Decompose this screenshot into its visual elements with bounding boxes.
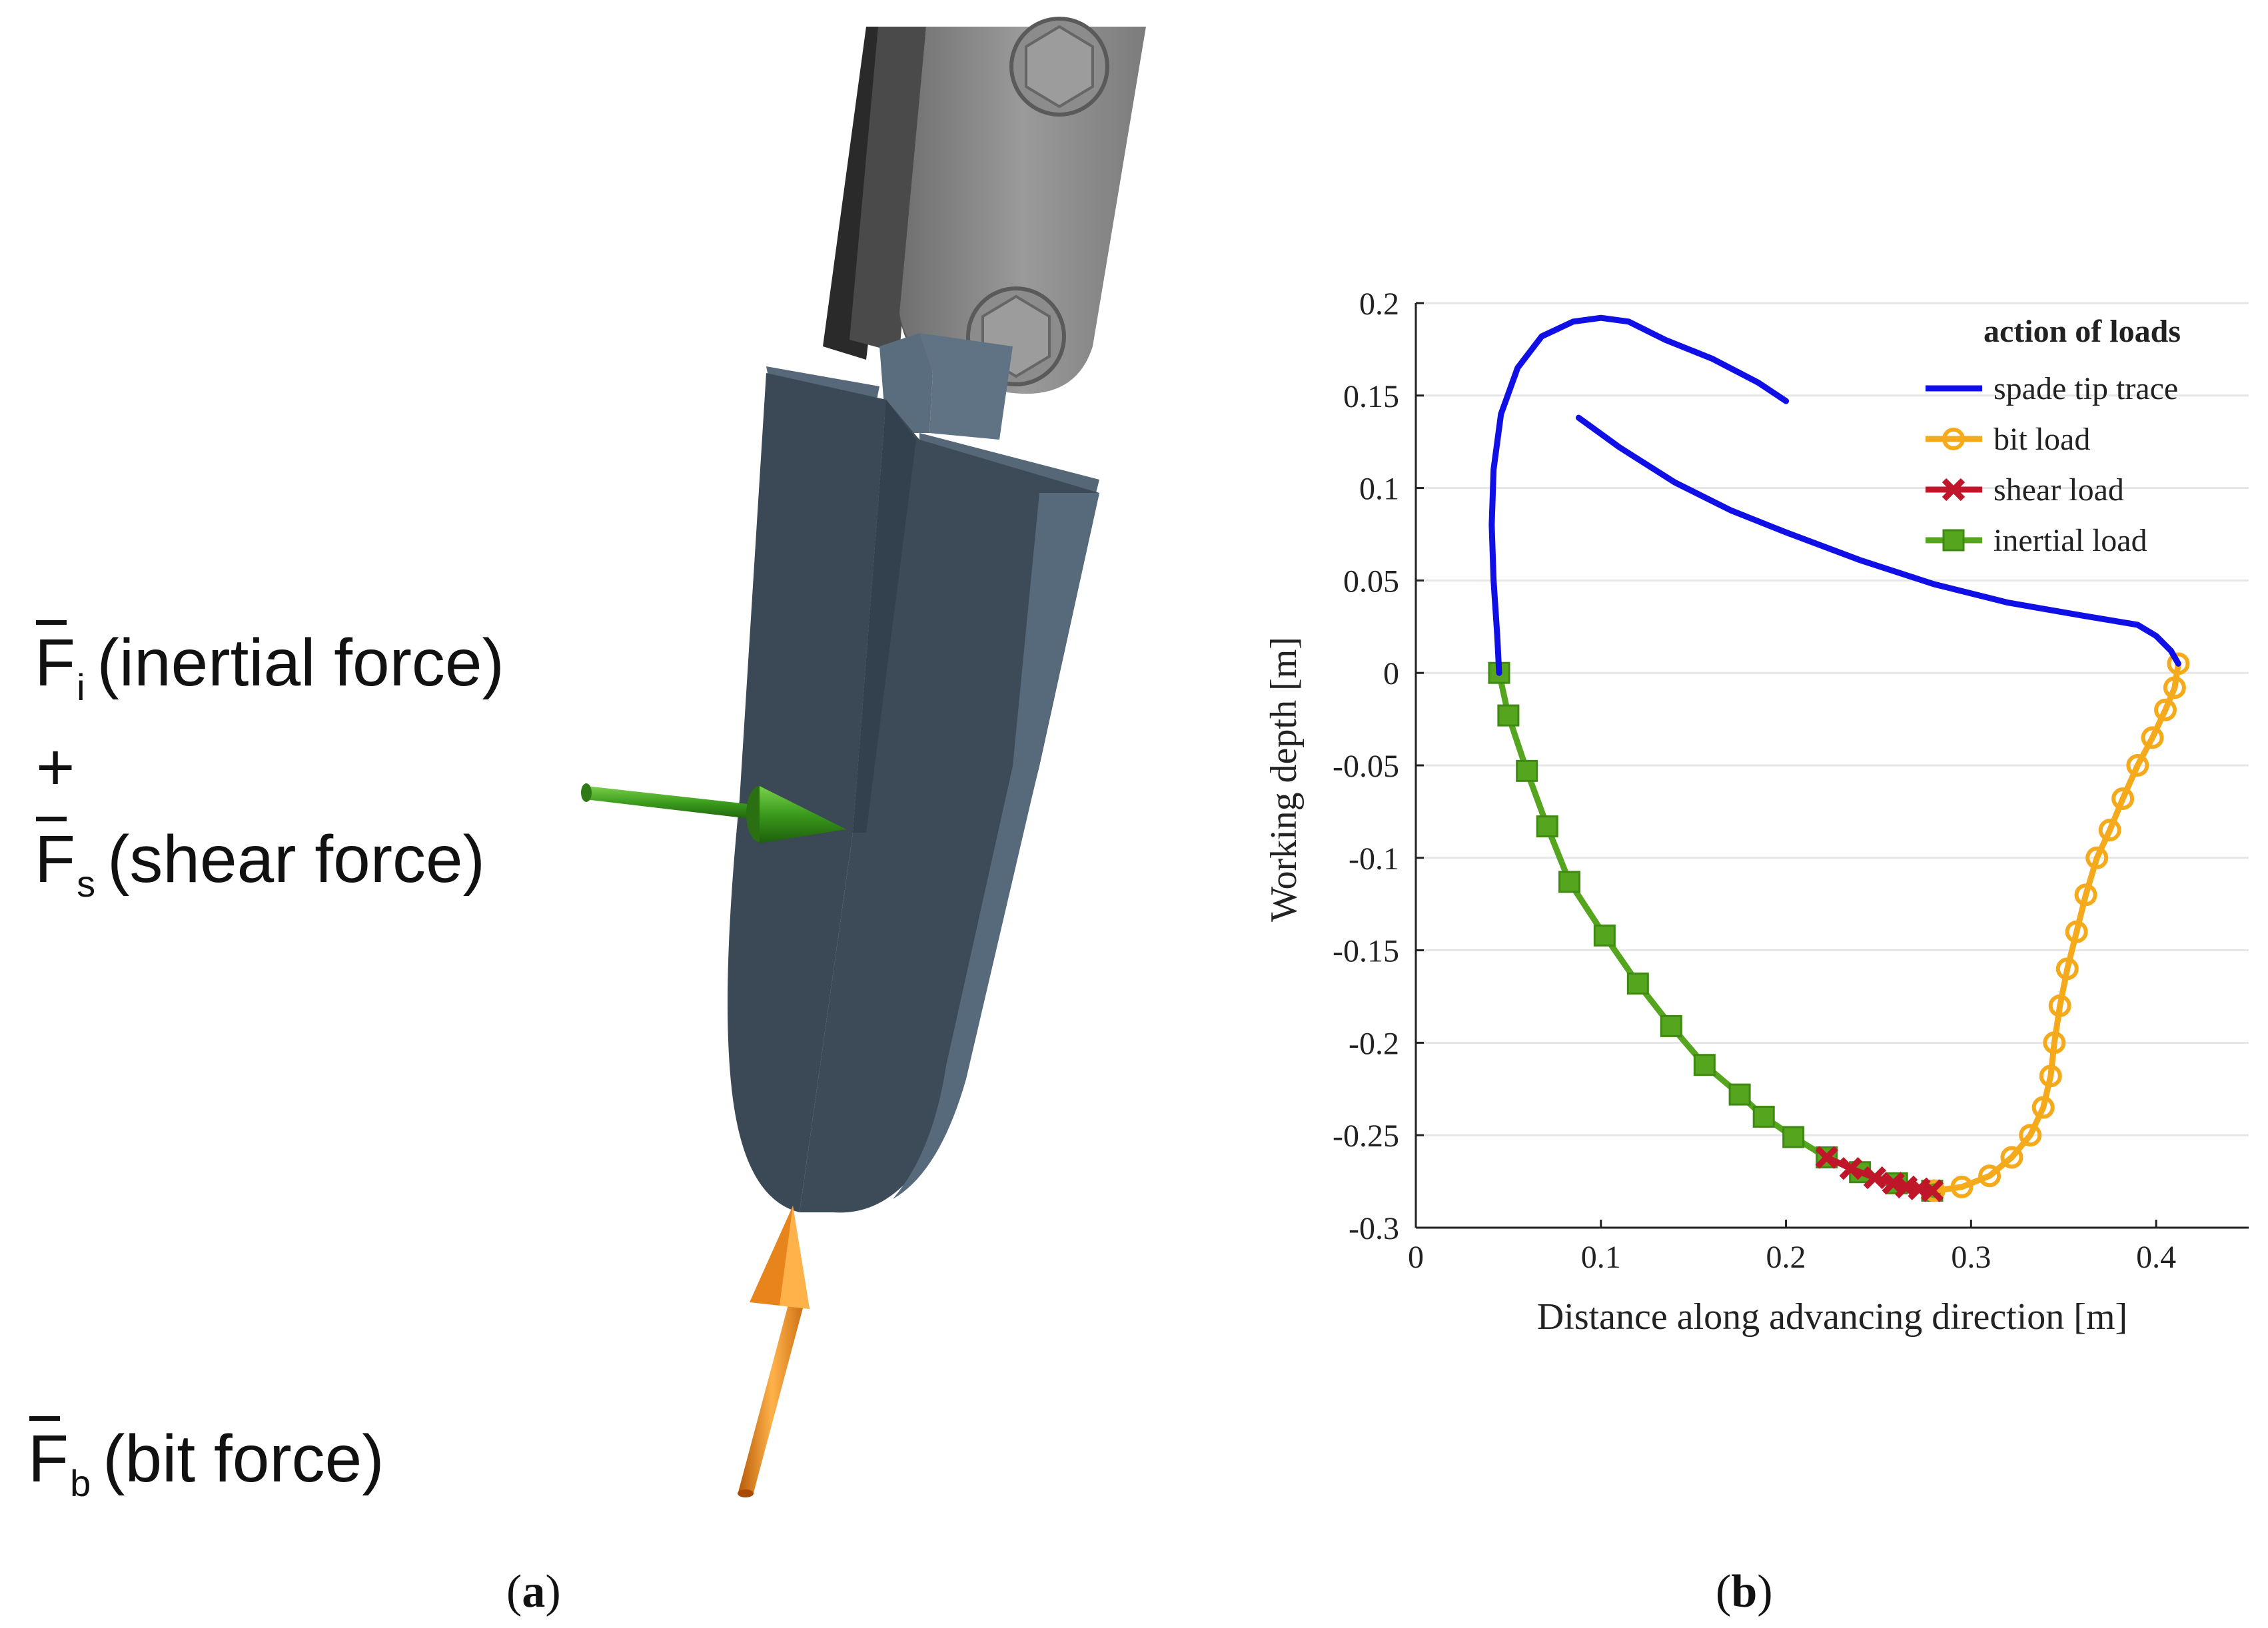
x-tick-label: 0.1 — [1581, 1240, 1621, 1275]
x-tick-label: 0.4 — [2136, 1240, 2176, 1275]
y-tick-label: 0.15 — [1343, 379, 1399, 414]
legend-title: action of loads — [1984, 314, 2181, 349]
y-tick-label: -0.3 — [1349, 1211, 1399, 1246]
shear-load-point — [1815, 1146, 1838, 1169]
bit-load-point — [2048, 994, 2071, 1017]
y-tick-label: -0.25 — [1333, 1118, 1399, 1154]
panel-b-caption: (b) — [1716, 1566, 1773, 1617]
bit-load-point — [2126, 754, 2149, 777]
spade-illustration — [581, 17, 1146, 1497]
bit-load-point — [2085, 846, 2109, 869]
series-shear-load — [1815, 1146, 1944, 1202]
x-axis-label: Distance along advancing direction [m] — [1537, 1296, 2127, 1338]
bit-load-point — [2141, 726, 2164, 749]
bit-load-point — [1978, 1164, 2001, 1188]
inertial-load-point — [1558, 871, 1581, 893]
y-tick-label: 0.05 — [1343, 564, 1399, 599]
inertial-load-point — [1497, 704, 1520, 727]
bit-load-point — [2043, 1031, 2066, 1054]
inertial-shear-force-arrow — [581, 783, 846, 843]
inertial-force-label: Fi (inertial force) — [35, 620, 504, 706]
y-tick-label: 0 — [1383, 656, 1399, 691]
legend: action of loads spade tip trace bit load s… — [1926, 314, 2181, 558]
legend-label: inertial load — [1993, 523, 2147, 558]
bit-load-point — [2031, 1096, 2055, 1119]
bit-load-point — [2000, 1146, 2023, 1169]
y-axis-label: Working depth [m] — [1263, 637, 1305, 922]
inertial-load-point — [1782, 1126, 1805, 1148]
x-tick-label: 0.2 — [1766, 1240, 1806, 1275]
series-bit-load — [1922, 652, 2190, 1202]
inertial-load-point — [1516, 759, 1538, 782]
inertial-load-point — [1593, 924, 1616, 947]
bit-load-point — [2111, 787, 2135, 810]
bit-load-point — [1950, 1175, 1974, 1198]
series-inertial-load — [1488, 661, 1944, 1202]
legend-label: shear load — [1993, 472, 2124, 508]
y-tick-label: 0.1 — [1359, 472, 1399, 507]
inertial-load-point — [1660, 1015, 1682, 1037]
series — [1488, 314, 2190, 1202]
bit-load-point — [2074, 883, 2097, 907]
shear-load-point — [1920, 1179, 1944, 1202]
bit-load-point — [2019, 1124, 2042, 1147]
series-line — [1496, 669, 1936, 1194]
bit-load-point — [2039, 1064, 2062, 1088]
series-spade-tip-trace — [1488, 314, 2181, 676]
panel-b: 0.2 0.15 0.1 0.05 0 -0.05 -0.1 -0.15 -0.2 -0.25 -0… — [1166, 0, 2268, 1628]
x-tick-label: 0.3 — [1951, 1240, 1991, 1275]
shear-load-point — [1942, 478, 1966, 502]
y-tick-label: -0.15 — [1333, 934, 1399, 969]
bit-load-point — [1942, 428, 1965, 450]
y-tick-label: -0.2 — [1349, 1026, 1399, 1061]
legend-label: bit load — [1993, 422, 2090, 457]
tick-labels: 0.2 0.15 0.1 0.05 0 -0.05 -0.1 -0.15 -0.2 -0.25 -0… — [1333, 286, 2176, 1275]
inertial-load-point — [1626, 973, 1649, 995]
bit-load-point — [2154, 698, 2177, 721]
inertial-load-point — [1693, 1054, 1716, 1076]
legend-label: spade tip trace — [1993, 371, 2178, 406]
inertial-load-point — [1728, 1083, 1751, 1106]
series-line — [1488, 314, 1790, 676]
panel-a: Fi (inertial force) + Fs (shear force) Fb(… — [28, 17, 1146, 1617]
bolt-icon — [1009, 17, 1109, 117]
y-tick-label: -0.05 — [1333, 749, 1399, 784]
y-tick-label: 0.2 — [1359, 286, 1399, 322]
inertial-load-point — [1942, 529, 1965, 552]
trajectory-chart: 0.2 0.15 0.1 0.05 0 -0.05 -0.1 -0.15 -0.2 -0.25 -0… — [1263, 286, 2249, 1338]
bit-load-point — [2167, 652, 2190, 675]
shear-load-point — [1839, 1156, 1862, 1180]
spade — [728, 366, 1099, 1213]
shear-force-label: Fs (shear force) — [35, 817, 485, 903]
shear-load-point — [1863, 1166, 1887, 1190]
bit-load-point — [2163, 676, 2186, 699]
y-tick-label: -0.1 — [1349, 841, 1399, 877]
bit-force-arrow — [738, 1206, 810, 1497]
bit-load-point — [2065, 920, 2088, 943]
inertial-load-point — [1536, 815, 1558, 838]
x-tick-label: 0 — [1408, 1240, 1424, 1275]
grid — [1416, 302, 2249, 1136]
series-line — [1931, 660, 2181, 1194]
bit-load-point — [2098, 819, 2121, 842]
series-line — [1575, 414, 2181, 667]
clamp — [823, 17, 1146, 394]
panel-a-caption: (a) — [506, 1566, 561, 1617]
bit-load-point — [2055, 957, 2079, 981]
inertial-load-point — [1752, 1105, 1775, 1128]
plus-sign: + — [36, 730, 75, 805]
bit-force-label: Fb (bit force) — [28, 1416, 384, 1502]
